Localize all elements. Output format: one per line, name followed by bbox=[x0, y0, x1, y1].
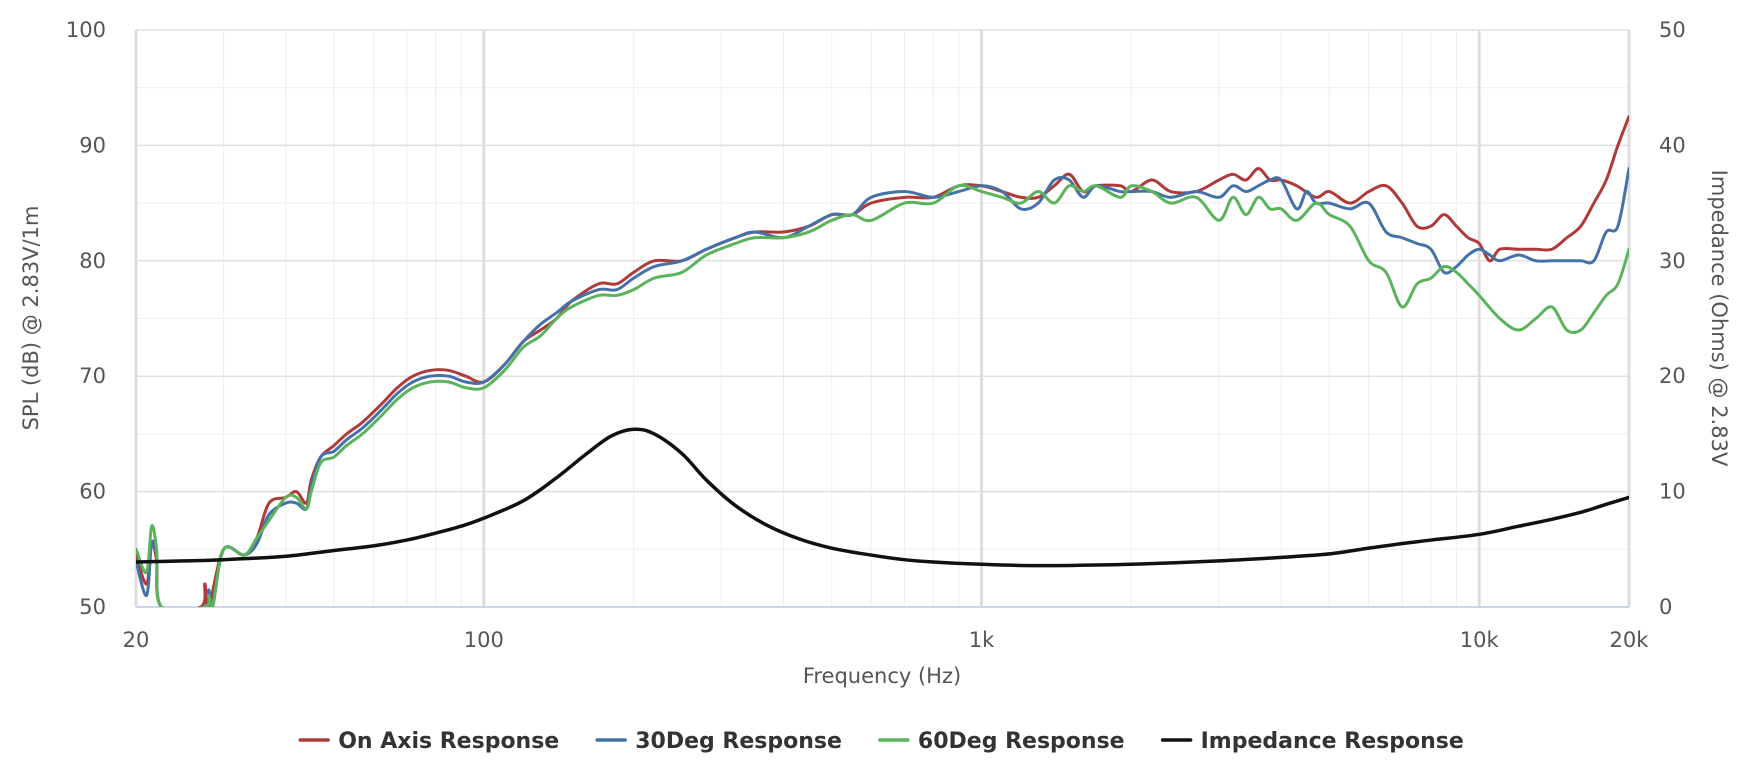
legend-item-60deg-response[interactable]: 60Deg Response bbox=[878, 729, 1125, 754]
y-tick-label: 50 bbox=[79, 595, 106, 619]
y2-tick-label: 10 bbox=[1659, 480, 1686, 504]
y-tick-label: 100 bbox=[66, 18, 106, 42]
plot-area bbox=[134, 30, 1631, 608]
series-line-impedance-response bbox=[136, 427, 1629, 568]
legend-label: 60Deg Response bbox=[918, 729, 1125, 754]
x-tick-label: 1k bbox=[969, 628, 995, 652]
series-line-on-axis-response bbox=[136, 115, 1629, 607]
y2-tick-label: 30 bbox=[1659, 249, 1686, 273]
x-tick-label: 20 bbox=[123, 628, 150, 652]
series-line-30deg-response bbox=[136, 166, 1629, 607]
legend: On Axis Response 30Deg Response 60Deg Resp… bbox=[298, 729, 1464, 754]
y2-axis-tick-labels: 0 10 20 30 40 50 bbox=[1659, 18, 1686, 619]
legend-label: 30Deg Response bbox=[635, 729, 842, 754]
y2-tick-label: 20 bbox=[1659, 364, 1686, 388]
x-axis-tick-labels: 20 100 1k 10k 20k bbox=[123, 628, 1650, 652]
x-tick-label: 10k bbox=[1460, 628, 1500, 652]
x-tick-label: 20k bbox=[1610, 628, 1650, 652]
y-tick-label: 60 bbox=[79, 480, 106, 504]
legend-label: On Axis Response bbox=[338, 729, 559, 754]
x-tick-label: 100 bbox=[464, 628, 504, 652]
legend-label: Impedance Response bbox=[1201, 729, 1464, 754]
y-axis-title: SPL (dB) @ 2.83V/1m bbox=[19, 206, 43, 431]
y-tick-label: 80 bbox=[79, 249, 106, 273]
y-tick-label: 90 bbox=[79, 133, 106, 157]
minor-grid bbox=[135, 30, 1630, 607]
legend-item-impedance-response[interactable]: Impedance Response bbox=[1160, 729, 1464, 754]
legend-item-on-axis-response[interactable]: On Axis Response bbox=[298, 729, 559, 754]
series-layer bbox=[136, 115, 1629, 607]
y2-tick-label: 0 bbox=[1659, 595, 1672, 619]
x-axis-title: Frequency (Hz) bbox=[803, 664, 961, 688]
legend-item-30deg-response[interactable]: 30Deg Response bbox=[595, 729, 842, 754]
series-line-60deg-response bbox=[136, 183, 1629, 607]
y-tick-label: 70 bbox=[79, 364, 106, 388]
y2-tick-label: 50 bbox=[1659, 18, 1686, 42]
major-grid bbox=[136, 29, 1629, 607]
y2-axis-title: Impedance (Ohms) @ 2.83V bbox=[1707, 170, 1731, 467]
y-axis-tick-labels: 50 60 70 80 90 100 bbox=[66, 18, 106, 619]
y2-tick-label: 40 bbox=[1659, 133, 1686, 157]
